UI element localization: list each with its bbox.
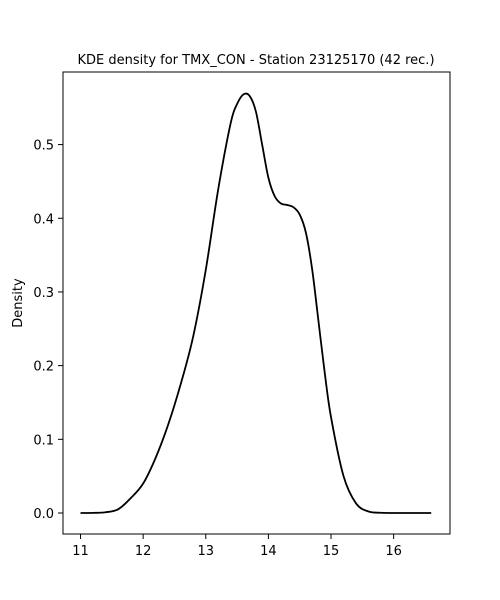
- y-axis-ticks: 0.0 0.1 0.2 0.3 0.4 0.5: [33, 139, 63, 522]
- chart-title: KDE density for TMX_CON - Station 231251…: [77, 53, 434, 68]
- plot-area: [62, 71, 451, 535]
- y-tick-label: 0.4: [33, 212, 54, 227]
- x-tick-label: 13: [198, 544, 215, 559]
- x-tick-label: 15: [323, 544, 340, 559]
- y-axis-label: Density: [11, 278, 26, 328]
- y-tick-label: 0.2: [33, 360, 54, 375]
- x-tick-label: 12: [135, 544, 152, 559]
- x-tick-label: 14: [260, 544, 277, 559]
- y-tick-label: 0.1: [33, 433, 54, 448]
- x-tick-label: 16: [385, 544, 402, 559]
- y-tick-label: 0.0: [33, 507, 54, 522]
- y-tick-label: 0.5: [33, 139, 54, 154]
- kde-density-line: [80, 92, 432, 514]
- x-axis-ticks: 11 12 13 14 15 16: [72, 534, 402, 559]
- x-tick-label: 11: [72, 544, 89, 559]
- y-tick-label: 0.3: [33, 286, 54, 301]
